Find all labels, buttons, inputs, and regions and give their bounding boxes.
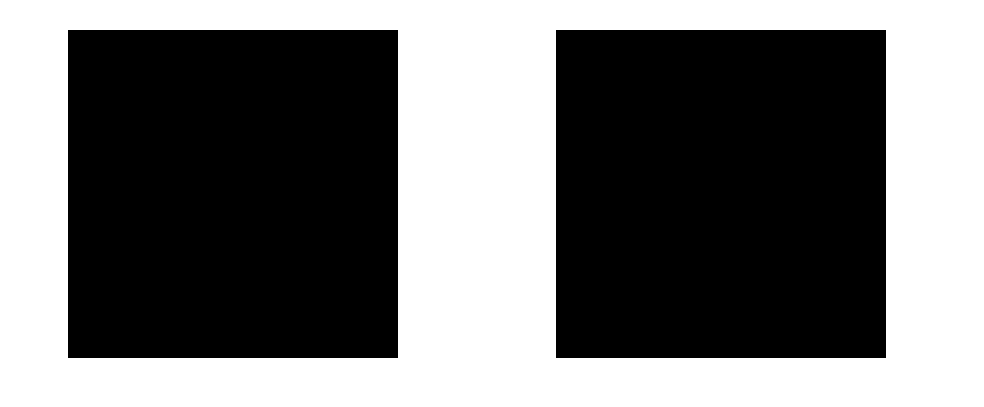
plot-area-ex (68, 30, 398, 358)
plot-title (68, 7, 432, 27)
plot-area-ez (556, 30, 886, 358)
plot-title (556, 7, 920, 27)
subplot-ez (492, 0, 984, 407)
colorbar-canvas-ex (411, 30, 431, 356)
heatmap-canvas-ex (69, 31, 397, 357)
heatmap-canvas-ez (557, 31, 885, 357)
subplot-ex (68, 7, 432, 358)
colorbar-canvas-ez (902, 30, 922, 356)
